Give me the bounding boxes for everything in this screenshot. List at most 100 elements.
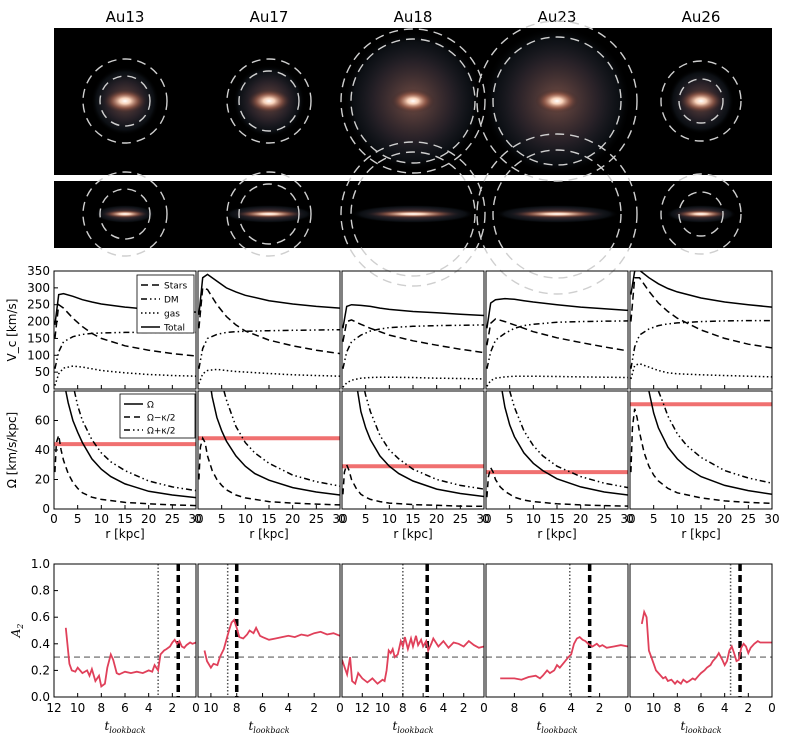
galaxy-title-au23: Au23 bbox=[538, 8, 577, 26]
x-axis-label: r [kpc] bbox=[537, 527, 576, 541]
corotation-circle bbox=[660, 60, 742, 142]
x-tick-label: 0 bbox=[482, 512, 490, 526]
a2-curves bbox=[486, 564, 628, 697]
corotation-circle bbox=[340, 141, 486, 287]
x-tick-label: 6 bbox=[697, 701, 705, 715]
x-tick-label: 20 bbox=[429, 512, 444, 526]
disk-core bbox=[510, 210, 604, 218]
x-tick-label: 15 bbox=[405, 512, 420, 526]
series-omega-plus-kappa bbox=[508, 391, 628, 489]
axes-frame bbox=[197, 390, 341, 510]
y-tick-label: 1.0 bbox=[31, 557, 50, 571]
x-tick-label: 10 bbox=[203, 701, 218, 715]
rotation-curves bbox=[342, 303, 484, 388]
x-tick-label: 2 bbox=[310, 701, 318, 715]
x-tick-label: 4 bbox=[440, 701, 448, 715]
face-on-galaxy-au13 bbox=[82, 58, 168, 144]
x-tick-label: 6 bbox=[419, 701, 427, 715]
axes-frame bbox=[629, 563, 773, 698]
y-tick-label: 0 bbox=[42, 502, 50, 516]
series-gas bbox=[630, 362, 772, 380]
legend-label-gas: gas bbox=[164, 310, 180, 320]
series-omega-minus-kappa bbox=[486, 465, 628, 507]
rotation-curves bbox=[198, 273, 340, 385]
a2-panel-au18: 12 10 8 6 4 2 0 tlookback bbox=[341, 563, 488, 735]
x-axis-label: r [kpc] bbox=[681, 527, 720, 541]
corotation-circle bbox=[226, 171, 312, 257]
x-axis-label: tlookback bbox=[536, 719, 577, 735]
y-tick-label: 250 bbox=[27, 298, 50, 312]
axes-frame bbox=[629, 270, 773, 390]
x-tick-label: 8 bbox=[98, 701, 106, 715]
x-tick-label: 2 bbox=[745, 701, 753, 715]
x-tick-label: 2 bbox=[596, 701, 604, 715]
legend-label: Ω−κ/2 bbox=[147, 414, 175, 424]
x-axis-label: r [kpc] bbox=[249, 527, 288, 541]
bar-length-circle bbox=[678, 78, 724, 124]
series-dm bbox=[342, 324, 484, 369]
a2-series bbox=[64, 627, 196, 688]
legend-label-total: Total bbox=[163, 324, 185, 334]
series-gas bbox=[198, 368, 340, 385]
legend-label-stars: Stars bbox=[164, 282, 187, 292]
frequency-panel-au23: 0 5 10 15 20 25 30 r [kpc] bbox=[482, 390, 636, 541]
a2-curves bbox=[630, 564, 772, 697]
a2-series bbox=[500, 636, 628, 681]
frequency-curves bbox=[342, 391, 484, 508]
bar-length-circle bbox=[492, 149, 622, 279]
series-gas bbox=[54, 365, 196, 386]
x-tick-label: 5 bbox=[650, 512, 658, 526]
x-tick-label: 0 bbox=[626, 512, 634, 526]
y-axis-label: A2 bbox=[9, 624, 25, 639]
series-omega-minus-kappa bbox=[342, 462, 484, 508]
bar-length-circle bbox=[492, 36, 622, 166]
series-dm bbox=[486, 320, 628, 369]
rotation-curves bbox=[630, 271, 772, 380]
corotation-circle bbox=[476, 133, 638, 295]
series-dm bbox=[54, 331, 196, 369]
x-axis-label: tlookback bbox=[392, 719, 433, 735]
x-tick-label: 8 bbox=[399, 701, 407, 715]
series-stars bbox=[342, 319, 484, 354]
x-tick-label: 30 bbox=[332, 512, 347, 526]
axes-frame bbox=[485, 390, 629, 510]
galaxy-title-au26: Au26 bbox=[682, 8, 721, 26]
x-tick-label: 2 bbox=[169, 701, 177, 715]
corotation-circle bbox=[82, 171, 168, 257]
a2-series bbox=[640, 608, 772, 686]
x-tick-label: 25 bbox=[741, 512, 756, 526]
x-tick-label: 0 bbox=[336, 701, 344, 715]
disk-core bbox=[674, 210, 728, 218]
x-tick-label: 10 bbox=[526, 512, 541, 526]
axes-frame bbox=[53, 563, 197, 698]
x-tick-label: 20 bbox=[285, 512, 300, 526]
a2-curves bbox=[198, 564, 340, 697]
series-omega-minus-kappa bbox=[630, 408, 772, 505]
x-tick-label: 10 bbox=[94, 512, 109, 526]
edge-on-galaxy-au13 bbox=[82, 171, 168, 257]
x-axis-label: tlookback bbox=[104, 719, 145, 735]
x-tick-label: 6 bbox=[259, 701, 267, 715]
x-axis-label: tlookback bbox=[680, 719, 721, 735]
series-omega bbox=[501, 391, 628, 496]
series-omega bbox=[65, 391, 196, 499]
disk-core bbox=[366, 210, 460, 218]
x-tick-label: 4 bbox=[285, 701, 293, 715]
galaxy-title-au17: Au17 bbox=[250, 8, 289, 26]
y-tick-label: 150 bbox=[27, 331, 50, 345]
rotation-panel-au13: 0 50 100 150 200 250 300 350 V_c [km/s] Stars DM ga… bbox=[5, 264, 197, 396]
bar-length-circle bbox=[238, 183, 300, 245]
x-axis-label: r [kpc] bbox=[393, 527, 432, 541]
x-axis-label: r [kpc] bbox=[105, 527, 144, 541]
legend-box bbox=[119, 393, 196, 439]
y-tick-label: 0.8 bbox=[31, 584, 50, 598]
series-total bbox=[342, 303, 484, 329]
series-omega-plus-kappa bbox=[73, 391, 196, 492]
axes-frame bbox=[341, 563, 485, 698]
series-dm bbox=[198, 328, 340, 369]
legend-label: Ω+κ/2 bbox=[147, 427, 175, 437]
x-tick-label: 2 bbox=[460, 701, 468, 715]
x-tick-label: 5 bbox=[218, 512, 226, 526]
x-tick-label: 0 bbox=[768, 701, 776, 715]
y-axis-label: Ω [km/s/kpc] bbox=[5, 412, 19, 489]
